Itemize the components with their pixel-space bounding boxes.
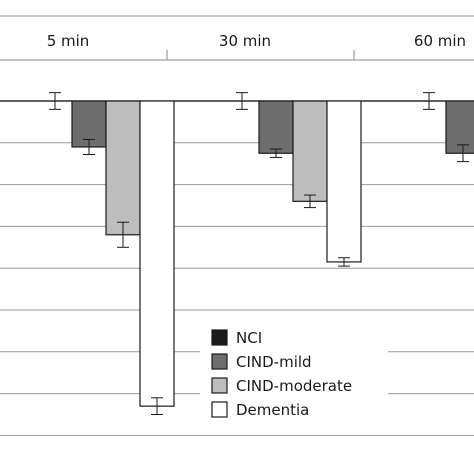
legend-swatch-cind-mild <box>211 353 228 370</box>
bar-cind-mild <box>445 100 474 154</box>
legend-swatch-dementia <box>211 401 228 418</box>
category-label: 5 min <box>47 32 90 50</box>
bars <box>49 92 474 415</box>
bar-cind-mild <box>258 100 294 154</box>
group-header: 5 min 30 min 60 min <box>0 15 474 61</box>
bar-cind-moderate <box>105 100 141 236</box>
legend-label-cind-moderate: CIND-moderate <box>236 377 352 395</box>
legend-label-nci: NCI <box>236 329 262 347</box>
legend-label-cind-mild: CIND-mild <box>236 353 312 371</box>
legend-background <box>200 322 388 420</box>
legend: NCI CIND-mild CIND-moderate Dementia <box>200 322 388 420</box>
bar-dementia <box>139 100 175 407</box>
category-label: 30 min <box>219 32 271 50</box>
legend-label-dementia: Dementia <box>236 401 309 419</box>
bar-cind-moderate <box>292 100 328 202</box>
category-label: 60 min <box>414 32 466 50</box>
legend-swatch-nci <box>211 329 228 346</box>
legend-swatch-cind-moderate <box>211 377 228 394</box>
bar-dementia <box>326 100 362 263</box>
